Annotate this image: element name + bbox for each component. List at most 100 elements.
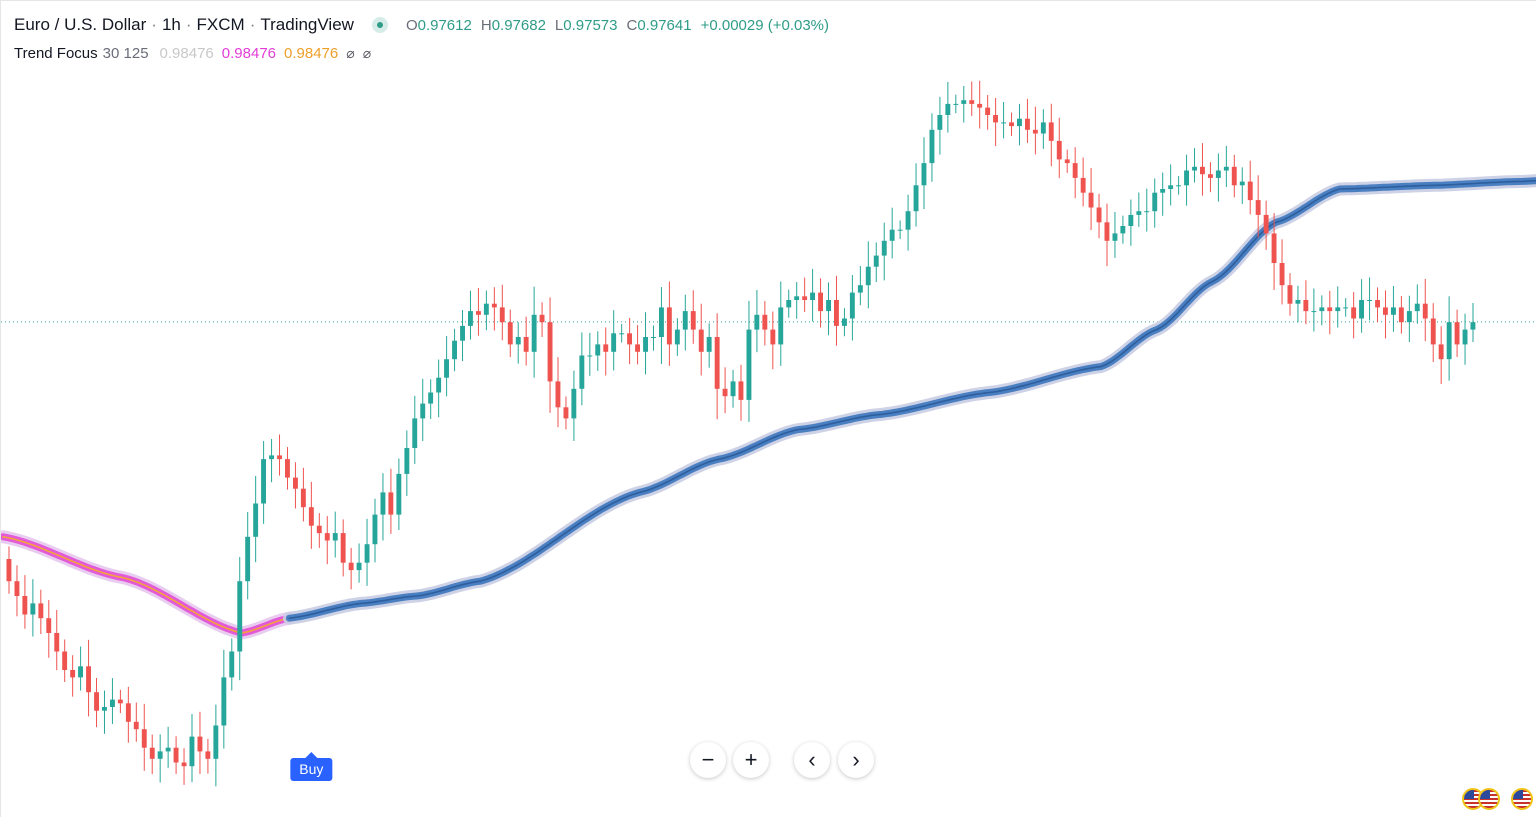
chevron-left-icon: ‹ bbox=[808, 747, 816, 772]
candle-down bbox=[340, 533, 346, 563]
candle-up bbox=[730, 381, 736, 397]
candle-down bbox=[539, 314, 545, 323]
candle-up bbox=[1446, 322, 1452, 360]
candle-down bbox=[1096, 207, 1102, 223]
us-flag-icon[interactable] bbox=[1478, 788, 1500, 810]
candle-down bbox=[1351, 307, 1357, 319]
candle-down bbox=[834, 300, 839, 326]
header-separator: · bbox=[185, 15, 192, 34]
candle-up bbox=[778, 307, 784, 345]
candle-up bbox=[372, 514, 378, 545]
candle-up bbox=[659, 307, 664, 337]
candle-down bbox=[1025, 118, 1030, 130]
candle-up bbox=[865, 266, 871, 286]
candle-up bbox=[253, 503, 259, 537]
candle-up bbox=[849, 292, 855, 319]
candle-down bbox=[523, 337, 529, 352]
candle-up bbox=[1406, 311, 1412, 323]
candle-down bbox=[1287, 285, 1293, 304]
scroll-right-button[interactable]: › bbox=[838, 742, 874, 778]
candle-down bbox=[698, 329, 704, 352]
candle-down bbox=[70, 670, 76, 678]
candle-up bbox=[102, 707, 107, 711]
candle-down bbox=[197, 736, 203, 752]
candle-up bbox=[364, 544, 370, 563]
candle-down bbox=[1231, 166, 1237, 186]
candle-down bbox=[635, 344, 640, 352]
candle-up bbox=[1319, 307, 1325, 312]
signals: BuySell bbox=[290, 752, 333, 781]
candle-down bbox=[277, 455, 282, 460]
candle-up bbox=[1311, 311, 1317, 313]
candle-down bbox=[1032, 129, 1038, 134]
candle-up bbox=[682, 311, 688, 330]
zoom-out-button[interactable]: − bbox=[690, 742, 726, 778]
candle-down bbox=[86, 666, 91, 693]
symbol-name[interactable]: Euro / U.S. Dollar bbox=[14, 15, 147, 34]
zoom-in-button[interactable]: + bbox=[733, 742, 769, 778]
candle-up bbox=[579, 355, 585, 389]
candle-down bbox=[94, 692, 99, 711]
candle-up bbox=[1359, 300, 1364, 319]
candle-down bbox=[1263, 214, 1269, 234]
candle-down bbox=[54, 633, 60, 652]
buy-label-box bbox=[290, 758, 333, 781]
candle-up bbox=[786, 300, 792, 308]
candle-down bbox=[603, 344, 609, 352]
candle-up bbox=[1335, 307, 1341, 312]
indicator-legend[interactable]: Trend Focus 30 125 0.98476 0.98476 0.984… bbox=[14, 43, 379, 63]
candle-down bbox=[324, 533, 330, 541]
buy-label: Buy bbox=[299, 761, 323, 777]
candle-down bbox=[181, 762, 187, 767]
empty-value-icon: ⌀ bbox=[346, 44, 355, 61]
interval-label[interactable]: 1h bbox=[161, 15, 181, 34]
candle-down bbox=[1279, 263, 1285, 286]
candle-up bbox=[1184, 170, 1189, 186]
candle-up bbox=[1112, 233, 1118, 241]
candle-up bbox=[221, 677, 227, 726]
candle-up bbox=[428, 392, 434, 404]
candle-up bbox=[1462, 329, 1468, 345]
candle-up bbox=[945, 103, 951, 115]
open-key: O bbox=[405, 16, 418, 34]
candle-up bbox=[1152, 192, 1158, 212]
candle-down bbox=[802, 296, 808, 300]
candle-down bbox=[1422, 303, 1428, 319]
candle-up bbox=[587, 355, 593, 357]
candle-up bbox=[213, 725, 219, 759]
exchange-label: FXCM bbox=[196, 15, 245, 34]
candle-up bbox=[412, 418, 418, 448]
candle-down bbox=[499, 307, 505, 323]
candle-up bbox=[396, 473, 402, 515]
candle-up bbox=[929, 129, 935, 164]
candle-down bbox=[293, 477, 298, 489]
candle-up bbox=[643, 337, 648, 352]
candle-down bbox=[316, 525, 322, 534]
candle-down bbox=[714, 337, 720, 389]
candle-up bbox=[1470, 322, 1476, 330]
candle-up bbox=[189, 736, 195, 767]
candle-down bbox=[977, 103, 983, 108]
candle-up bbox=[905, 211, 911, 230]
candle-up bbox=[468, 311, 473, 326]
candle-down bbox=[62, 651, 68, 670]
candle-up bbox=[1414, 303, 1420, 312]
candle-down bbox=[1383, 307, 1388, 315]
candle-up bbox=[1017, 118, 1022, 127]
candle-up bbox=[1223, 166, 1229, 171]
candle-up bbox=[857, 285, 863, 293]
candle-up bbox=[436, 377, 442, 393]
buy-arrow-icon bbox=[305, 752, 318, 758]
candle-up bbox=[1176, 185, 1181, 187]
scroll-left-button[interactable]: ‹ bbox=[794, 742, 830, 778]
candle-up bbox=[332, 533, 338, 541]
candles bbox=[6, 80, 1476, 787]
candle-down bbox=[547, 322, 553, 382]
open-value: 0.97612 bbox=[417, 16, 472, 34]
indicator-name[interactable]: Trend Focus bbox=[14, 44, 98, 62]
candle-down bbox=[300, 488, 306, 508]
candle-down bbox=[1208, 174, 1213, 178]
us-flag-icon[interactable] bbox=[1511, 788, 1533, 810]
